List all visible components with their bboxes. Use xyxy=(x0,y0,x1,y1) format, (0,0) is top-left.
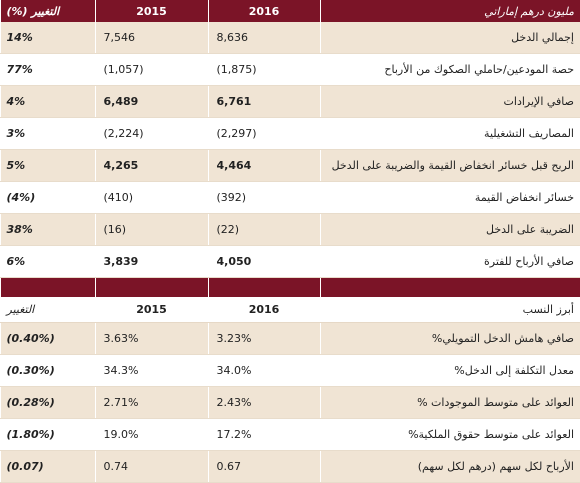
table-row: إجمالي الدخل 8,636 7,546 14% xyxy=(0,22,580,54)
value-2016: 4,050 xyxy=(207,245,320,278)
separator-cell xyxy=(94,277,208,297)
value-2016: 8,636 xyxy=(207,22,320,54)
row-label: إجمالي الدخل xyxy=(319,22,580,54)
header-col-2016: 2016 xyxy=(207,297,320,323)
table-row: الأرباح لكل سهم (درهم لكل سهم) 0.67 0.74 (0… xyxy=(0,450,580,483)
change: (0.30%) xyxy=(0,354,95,387)
change: 14% xyxy=(0,22,95,54)
change: 3% xyxy=(0,117,95,150)
header-2016: 2016 xyxy=(207,0,320,22)
table-row: المصاريف التشغيلية (2,297) (2,224) 3% xyxy=(0,117,580,150)
value-2016: (1,875) xyxy=(207,53,320,86)
value-2015: 4,265 xyxy=(94,149,208,182)
table-row: صافي الأرباح للفترة 4,050 3,839 6% xyxy=(0,245,580,278)
table-row: حصة المودعين/حاملي الصكوك من الأرباح (1,8… xyxy=(0,53,580,86)
value-2015: 19.0% xyxy=(94,418,208,451)
table-row: معدل التكلفة إلى الدخل% 34.0% 34.3% (0.30%) xyxy=(0,354,580,387)
value-2015: 2.71% xyxy=(94,386,208,419)
value-2015: 3.63% xyxy=(94,322,208,355)
table-row: خسائر انخفاض القيمة (392) (410) (4%) xyxy=(0,181,580,214)
change: (1.80%) xyxy=(0,418,95,451)
value-2015: 0.74 xyxy=(94,450,208,483)
value-2015: 7,546 xyxy=(94,22,208,54)
row-label: المصاريف التشغيلية xyxy=(319,117,580,150)
row-label: الضريبة على الدخل xyxy=(319,213,580,246)
value-2016: (392) xyxy=(207,181,320,214)
value-2016: 2.43% xyxy=(207,386,320,419)
change: 38% xyxy=(0,213,95,246)
table-row: العوائد على متوسط حقوق الملكية% 17.2% 19.0… xyxy=(0,418,580,451)
separator-cell xyxy=(319,277,580,297)
row-label: العوائد على متوسط الموجودات % xyxy=(319,386,580,419)
change: 6% xyxy=(0,245,95,278)
value-2016: (2,297) xyxy=(207,117,320,150)
change: 4% xyxy=(0,85,95,118)
separator-cell xyxy=(207,277,320,297)
row-label: الربح قبل خسائر انخفاض القيمة والضريبة ع… xyxy=(319,149,580,182)
value-2016: 0.67 xyxy=(207,450,320,483)
header-row: أبرز النسب 2016 2015 التغيير xyxy=(0,297,580,323)
value-2016: 6,761 xyxy=(207,85,320,118)
header-title: مليون درهم إماراتي xyxy=(319,0,580,22)
value-2015: (2,224) xyxy=(94,117,208,150)
change: (4%) xyxy=(0,181,95,214)
table-row: الربح قبل خسائر انخفاض القيمة والضريبة ع… xyxy=(0,149,580,182)
change: 5% xyxy=(0,149,95,182)
value-2015: 34.3% xyxy=(94,354,208,387)
value-2016: 34.0% xyxy=(207,354,320,387)
change: (0.28%) xyxy=(0,386,95,419)
separator-cell xyxy=(0,277,95,297)
header-col-2015: 2015 xyxy=(94,297,208,323)
change: (0.40%) xyxy=(0,322,95,355)
header-title: أبرز النسب xyxy=(319,297,580,323)
separator-band xyxy=(0,277,580,297)
value-2015: (1,057) xyxy=(94,53,208,86)
header-row: مليون درهم إماراتي 2016 2015 التغيير (%) xyxy=(0,0,580,22)
table-row: الضريبة على الدخل (22) (16) 38% xyxy=(0,213,580,246)
table-row: صافي هامش الدخل التمويلي% 3.23% 3.63% (0.40… xyxy=(0,322,580,355)
value-2016: 4,464 xyxy=(207,149,320,182)
row-label: صافي الأرباح للفترة xyxy=(319,245,580,278)
header-change: التغيير xyxy=(0,297,95,323)
value-2015: 6,489 xyxy=(94,85,208,118)
table-row: صافي الإيرادات 6,761 6,489 4% xyxy=(0,85,580,118)
value-2015: (410) xyxy=(94,181,208,214)
header-change: التغيير (%) xyxy=(0,0,95,22)
header-2015: 2015 xyxy=(94,0,208,22)
value-2016: 17.2% xyxy=(207,418,320,451)
row-label: معدل التكلفة إلى الدخل% xyxy=(319,354,580,387)
row-label: خسائر انخفاض القيمة xyxy=(319,181,580,214)
row-label: حصة المودعين/حاملي الصكوك من الأرباح xyxy=(319,53,580,86)
row-label: العوائد على متوسط حقوق الملكية% xyxy=(319,418,580,451)
row-label: الأرباح لكل سهم (درهم لكل سهم) xyxy=(319,450,580,483)
change: 77% xyxy=(0,53,95,86)
value-2016: 3.23% xyxy=(207,322,320,355)
table-row: العوائد على متوسط الموجودات % 2.43% 2.71%(… xyxy=(0,386,580,419)
value-2015: (16) xyxy=(94,213,208,246)
change: (0.07) xyxy=(0,450,95,483)
row-label: صافي هامش الدخل التمويلي% xyxy=(319,322,580,355)
row-label: صافي الإيرادات xyxy=(319,85,580,118)
value-2016: (22) xyxy=(207,213,320,246)
value-2015: 3,839 xyxy=(94,245,208,278)
